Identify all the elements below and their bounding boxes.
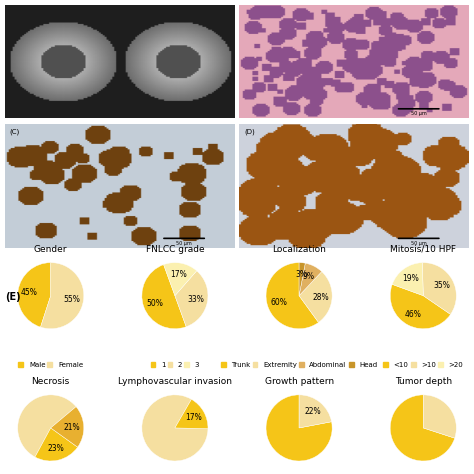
Text: 50 μm: 50 μm [176, 241, 192, 246]
Text: 46%: 46% [405, 310, 422, 319]
Wedge shape [390, 395, 455, 461]
Title: Mitosis/10 HPF: Mitosis/10 HPF [390, 245, 456, 254]
Wedge shape [422, 263, 456, 314]
Text: (D): (D) [244, 129, 255, 136]
Text: (E): (E) [5, 292, 20, 301]
Wedge shape [175, 271, 208, 327]
Title: FNLCC grade: FNLCC grade [146, 245, 204, 254]
Wedge shape [299, 395, 332, 428]
Wedge shape [299, 272, 332, 322]
Title: Growth pattern: Growth pattern [264, 377, 334, 386]
Text: 21%: 21% [64, 423, 81, 432]
Text: 17%: 17% [185, 413, 202, 422]
Wedge shape [299, 263, 322, 296]
Wedge shape [40, 263, 84, 329]
Legend: Trunk, Extremity, Abdominal, Head: Trunk, Extremity, Abdominal, Head [221, 362, 377, 368]
Wedge shape [51, 407, 84, 447]
Title: Gender: Gender [34, 245, 67, 254]
Text: 23%: 23% [47, 444, 64, 453]
Text: 50 μm: 50 μm [411, 241, 427, 246]
Title: Necrosis: Necrosis [32, 377, 70, 386]
Wedge shape [142, 395, 208, 461]
Text: 9%: 9% [303, 272, 315, 281]
Wedge shape [266, 395, 332, 461]
Wedge shape [390, 284, 451, 329]
Wedge shape [175, 399, 208, 428]
Title: Lymphovascular invasion: Lymphovascular invasion [118, 377, 232, 386]
Text: 3%: 3% [295, 270, 307, 279]
Text: 28%: 28% [312, 292, 329, 301]
Text: 17%: 17% [171, 270, 187, 279]
Legend: 1, 2, 3: 1, 2, 3 [151, 362, 199, 368]
Text: 55%: 55% [64, 294, 81, 303]
Text: 22%: 22% [304, 407, 321, 416]
Text: 35%: 35% [434, 281, 451, 290]
Text: 19%: 19% [402, 274, 419, 283]
Text: (C): (C) [9, 129, 19, 136]
Wedge shape [18, 263, 51, 327]
Text: 45%: 45% [21, 288, 38, 297]
Wedge shape [266, 263, 319, 329]
Legend: Male, Female: Male, Female [18, 362, 83, 368]
Wedge shape [164, 263, 197, 296]
Text: 60%: 60% [270, 298, 287, 307]
Wedge shape [18, 395, 76, 457]
Legend: <10, >10, >20: <10, >10, >20 [383, 362, 463, 368]
Wedge shape [35, 428, 78, 461]
Text: 50%: 50% [146, 299, 163, 308]
Wedge shape [299, 263, 305, 296]
Wedge shape [142, 264, 186, 329]
Text: 50 μm: 50 μm [411, 110, 427, 116]
Title: Tumor depth: Tumor depth [395, 377, 452, 386]
Text: 33%: 33% [188, 295, 204, 304]
Title: Localization: Localization [272, 245, 326, 254]
Wedge shape [392, 263, 423, 296]
Wedge shape [423, 395, 456, 438]
